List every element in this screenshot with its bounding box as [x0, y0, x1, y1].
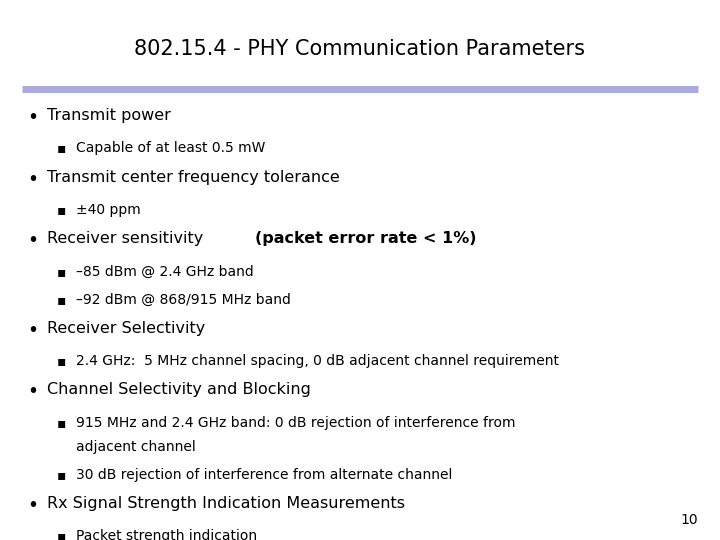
- Text: adjacent channel: adjacent channel: [76, 440, 195, 454]
- Text: ▪: ▪: [56, 265, 66, 279]
- Text: •: •: [27, 496, 38, 515]
- Text: ▪: ▪: [56, 203, 66, 217]
- Text: •: •: [27, 231, 38, 250]
- Text: ▪: ▪: [56, 141, 66, 156]
- Text: 10: 10: [681, 512, 698, 526]
- Text: •: •: [27, 170, 38, 188]
- Text: 2.4 GHz:  5 MHz channel spacing, 0 dB adjacent channel requirement: 2.4 GHz: 5 MHz channel spacing, 0 dB adj…: [76, 354, 559, 368]
- Text: ▪: ▪: [56, 293, 66, 307]
- Text: (packet error rate < 1%): (packet error rate < 1%): [255, 231, 477, 246]
- Text: 802.15.4 - PHY Communication Parameters: 802.15.4 - PHY Communication Parameters: [135, 38, 585, 59]
- Text: Receiver sensitivity: Receiver sensitivity: [47, 231, 208, 246]
- Text: –92 dBm @ 868/915 MHz band: –92 dBm @ 868/915 MHz band: [76, 293, 290, 307]
- Text: Receiver Selectivity: Receiver Selectivity: [47, 321, 205, 336]
- Text: Channel Selectivity and Blocking: Channel Selectivity and Blocking: [47, 382, 310, 397]
- Text: ±40 ppm: ±40 ppm: [76, 203, 140, 217]
- Text: Transmit power: Transmit power: [47, 108, 171, 123]
- Text: Packet strength indication: Packet strength indication: [76, 529, 257, 540]
- Text: ▪: ▪: [56, 416, 66, 430]
- Text: ▪: ▪: [56, 354, 66, 368]
- Text: –85 dBm @ 2.4 GHz band: –85 dBm @ 2.4 GHz band: [76, 265, 253, 279]
- Text: ▪: ▪: [56, 468, 66, 482]
- Text: Transmit center frequency tolerance: Transmit center frequency tolerance: [47, 170, 340, 185]
- Text: •: •: [27, 382, 38, 401]
- Text: ▪: ▪: [56, 529, 66, 540]
- Text: Capable of at least 0.5 mW: Capable of at least 0.5 mW: [76, 141, 265, 156]
- Text: •: •: [27, 108, 38, 127]
- Text: 915 MHz and 2.4 GHz band: 0 dB rejection of interference from: 915 MHz and 2.4 GHz band: 0 dB rejection…: [76, 416, 515, 430]
- Text: 30 dB rejection of interference from alternate channel: 30 dB rejection of interference from alt…: [76, 468, 452, 482]
- Text: Rx Signal Strength Indication Measurements: Rx Signal Strength Indication Measuremen…: [47, 496, 405, 511]
- Text: •: •: [27, 321, 38, 340]
